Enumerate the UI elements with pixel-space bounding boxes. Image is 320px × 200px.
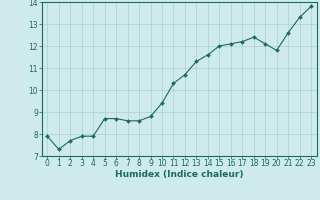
- X-axis label: Humidex (Indice chaleur): Humidex (Indice chaleur): [115, 170, 244, 179]
